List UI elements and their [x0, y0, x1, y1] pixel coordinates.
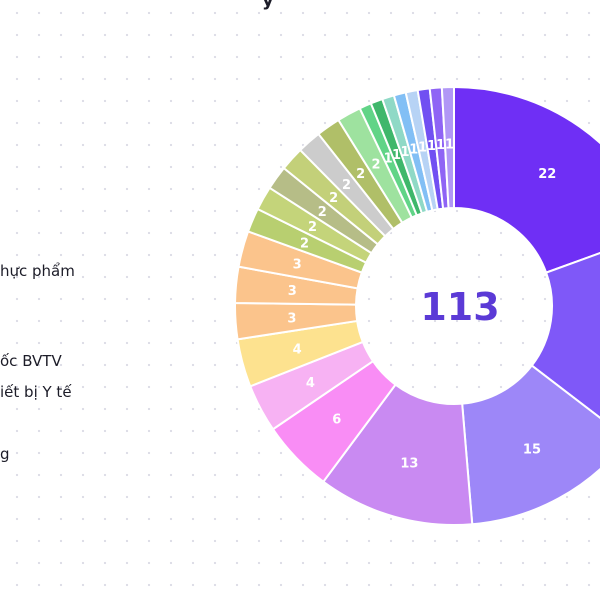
donut-slice-label: 3 [293, 258, 302, 273]
donut-slice[interactable] [530, 231, 600, 439]
donut-slice-label: 2 [356, 167, 365, 182]
donut-slice-label: 1 [409, 143, 418, 158]
donut-slice-label: 1 [392, 148, 401, 163]
chart-title-fragment: y [262, 0, 274, 11]
donut-slice[interactable] [440, 85, 455, 210]
donut-slice-label: 3 [287, 311, 296, 326]
donut-slice[interactable] [453, 85, 600, 274]
legend-label-medical-equipment: iết bị Y tế [0, 383, 72, 401]
donut-slice[interactable] [461, 364, 600, 526]
donut-slice-label: 1 [427, 139, 436, 154]
donut-slice-label: 13 [400, 456, 418, 471]
donut-center-total: 113 [420, 285, 499, 329]
donut-slice-label: 2 [342, 178, 351, 193]
donut-slice-label: 22 [538, 167, 556, 182]
donut-slice-label: 4 [293, 342, 302, 357]
donut-slice-label: 2 [329, 191, 338, 206]
donut-slice-label: 3 [288, 284, 297, 299]
donut-slice-label: 1 [384, 151, 393, 166]
donut-slice-label: 15 [523, 443, 541, 458]
donut-slice-label: 1 [401, 145, 410, 160]
legend-label-pesticide: ốc BVTV [0, 352, 62, 370]
donut-slice-label: 2 [300, 236, 309, 251]
legend-label-other: g [0, 445, 10, 463]
donut-slice-label: 2 [318, 205, 327, 220]
donut-slice-label: 2 [372, 157, 381, 172]
donut-slices [234, 85, 600, 526]
donut-slice-label: 4 [306, 376, 315, 391]
donut-slice-label: 2 [308, 220, 317, 235]
donut-slice-label: 1 [436, 138, 445, 153]
donut-slice-label: 6 [332, 412, 341, 427]
donut-slice-label: 1 [445, 138, 454, 153]
donut-slice-label: 1 [418, 141, 427, 156]
legend-label-food: hực phẩm [0, 262, 75, 280]
legend: hực phẩm ốc BVTV iết bị Y tế g [0, 0, 130, 600]
